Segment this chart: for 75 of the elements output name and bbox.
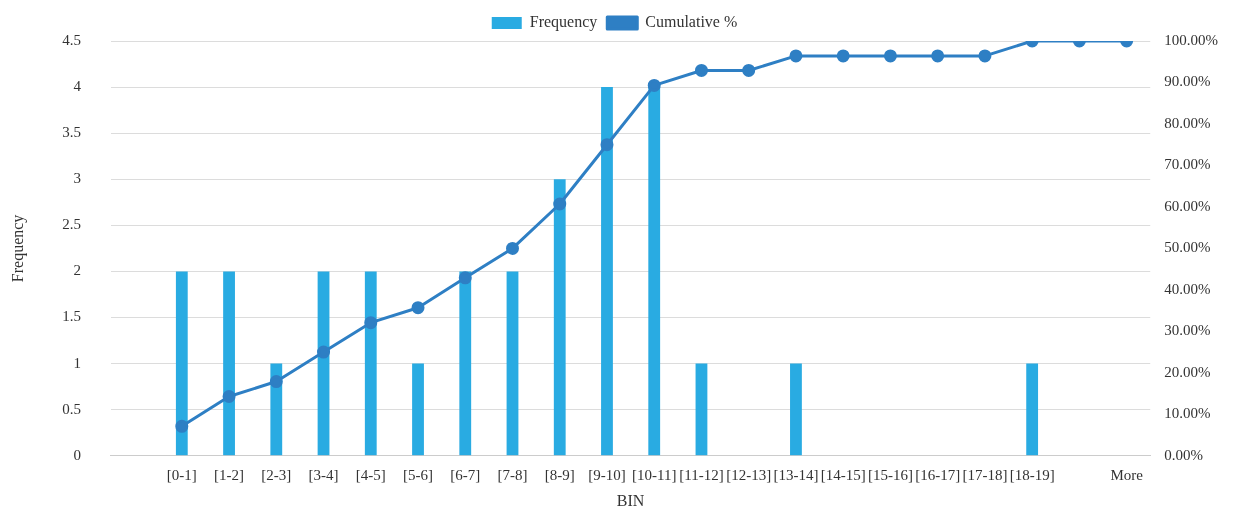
point	[411, 301, 425, 315]
point	[694, 63, 708, 77]
y-tick-label: 3	[73, 170, 81, 187]
point	[553, 197, 567, 211]
bar	[648, 87, 661, 456]
x-tick-label: [9-10]	[588, 466, 626, 483]
x-tick-label: [3-4]	[308, 466, 339, 483]
y-tick-label: 3.5	[62, 124, 81, 141]
y-tick-label: 4	[73, 78, 82, 95]
y2-tick-label: 30.00%	[1164, 322, 1211, 339]
y2-tick-label: 0.00%	[1164, 446, 1203, 463]
x-tick-label: [1-2]	[214, 466, 245, 483]
point	[364, 316, 378, 330]
y2-tick-label: 10.00%	[1164, 405, 1211, 422]
x-tick-label: More	[1110, 466, 1144, 483]
bar	[459, 271, 472, 456]
x-tick-label: [16-17]	[915, 466, 961, 483]
x-tick-label: [5-6]	[403, 466, 434, 483]
y2-tick-label: 90.00%	[1164, 73, 1211, 90]
y2-tick-label: 60.00%	[1164, 197, 1211, 214]
x-tick-label: [4-5]	[355, 466, 386, 483]
y2-tick-label: 100.00%	[1164, 31, 1218, 48]
y-axis-title: Frequency	[8, 214, 27, 283]
bar	[695, 363, 708, 456]
y2-tick-label: 20.00%	[1164, 363, 1211, 380]
x-tick-label: [18-19]	[1009, 466, 1055, 483]
x-tick-label: [15-16]	[867, 466, 913, 483]
bar	[1026, 363, 1039, 456]
bar	[790, 363, 802, 456]
point	[742, 63, 756, 77]
point	[506, 241, 519, 255]
x-axis-title: BIN	[616, 491, 645, 509]
bar	[506, 271, 519, 456]
point	[883, 49, 897, 63]
bar	[175, 271, 188, 456]
y-tick-label: 2	[73, 262, 81, 279]
point	[458, 271, 472, 285]
x-tick-label: [13-14]	[773, 466, 819, 483]
x-tick-label: [12-13]	[726, 466, 772, 483]
x-tick-label: [17-18]	[962, 466, 1008, 483]
y-tick-label: 0.5	[62, 400, 81, 417]
x-tick-label: [0-1]	[166, 466, 197, 483]
y2-tick-label: 40.00%	[1164, 280, 1211, 297]
y-tick-label: 1	[73, 354, 81, 371]
point	[317, 345, 331, 359]
point	[836, 49, 850, 63]
x-tick-label: [11-12]	[679, 466, 724, 483]
point	[600, 138, 614, 152]
point	[931, 49, 945, 63]
y2-tick-label: 50.00%	[1164, 239, 1211, 256]
point	[978, 49, 992, 63]
x-tick-label: [6-7]	[450, 466, 481, 483]
y2-tick-label: 80.00%	[1164, 114, 1211, 131]
x-tick-label: [10-11]	[632, 466, 677, 483]
point	[222, 389, 236, 403]
x-tick-label: [8-9]	[544, 466, 575, 483]
point	[647, 78, 661, 92]
y-tick-label: 1.5	[62, 308, 81, 325]
x-tick-label: [2-3]	[261, 466, 292, 483]
bar	[553, 179, 566, 456]
point	[789, 49, 803, 63]
y-tick-label: 2.5	[62, 216, 81, 233]
legend-label: Cumulative %	[645, 13, 738, 31]
y-tick-label: 4.5	[62, 31, 81, 48]
y2-tick-label: 70.00%	[1164, 156, 1211, 173]
y-tick-label: 0	[73, 446, 81, 463]
bar	[223, 271, 235, 456]
bar	[601, 87, 613, 456]
x-tick-label: [14-15]	[820, 466, 866, 483]
bar	[412, 363, 424, 456]
legend-label: Frequency	[529, 13, 598, 32]
point	[269, 375, 283, 389]
x-tick-label: [7-8]	[497, 466, 528, 483]
point	[175, 419, 189, 433]
bar	[364, 271, 377, 456]
